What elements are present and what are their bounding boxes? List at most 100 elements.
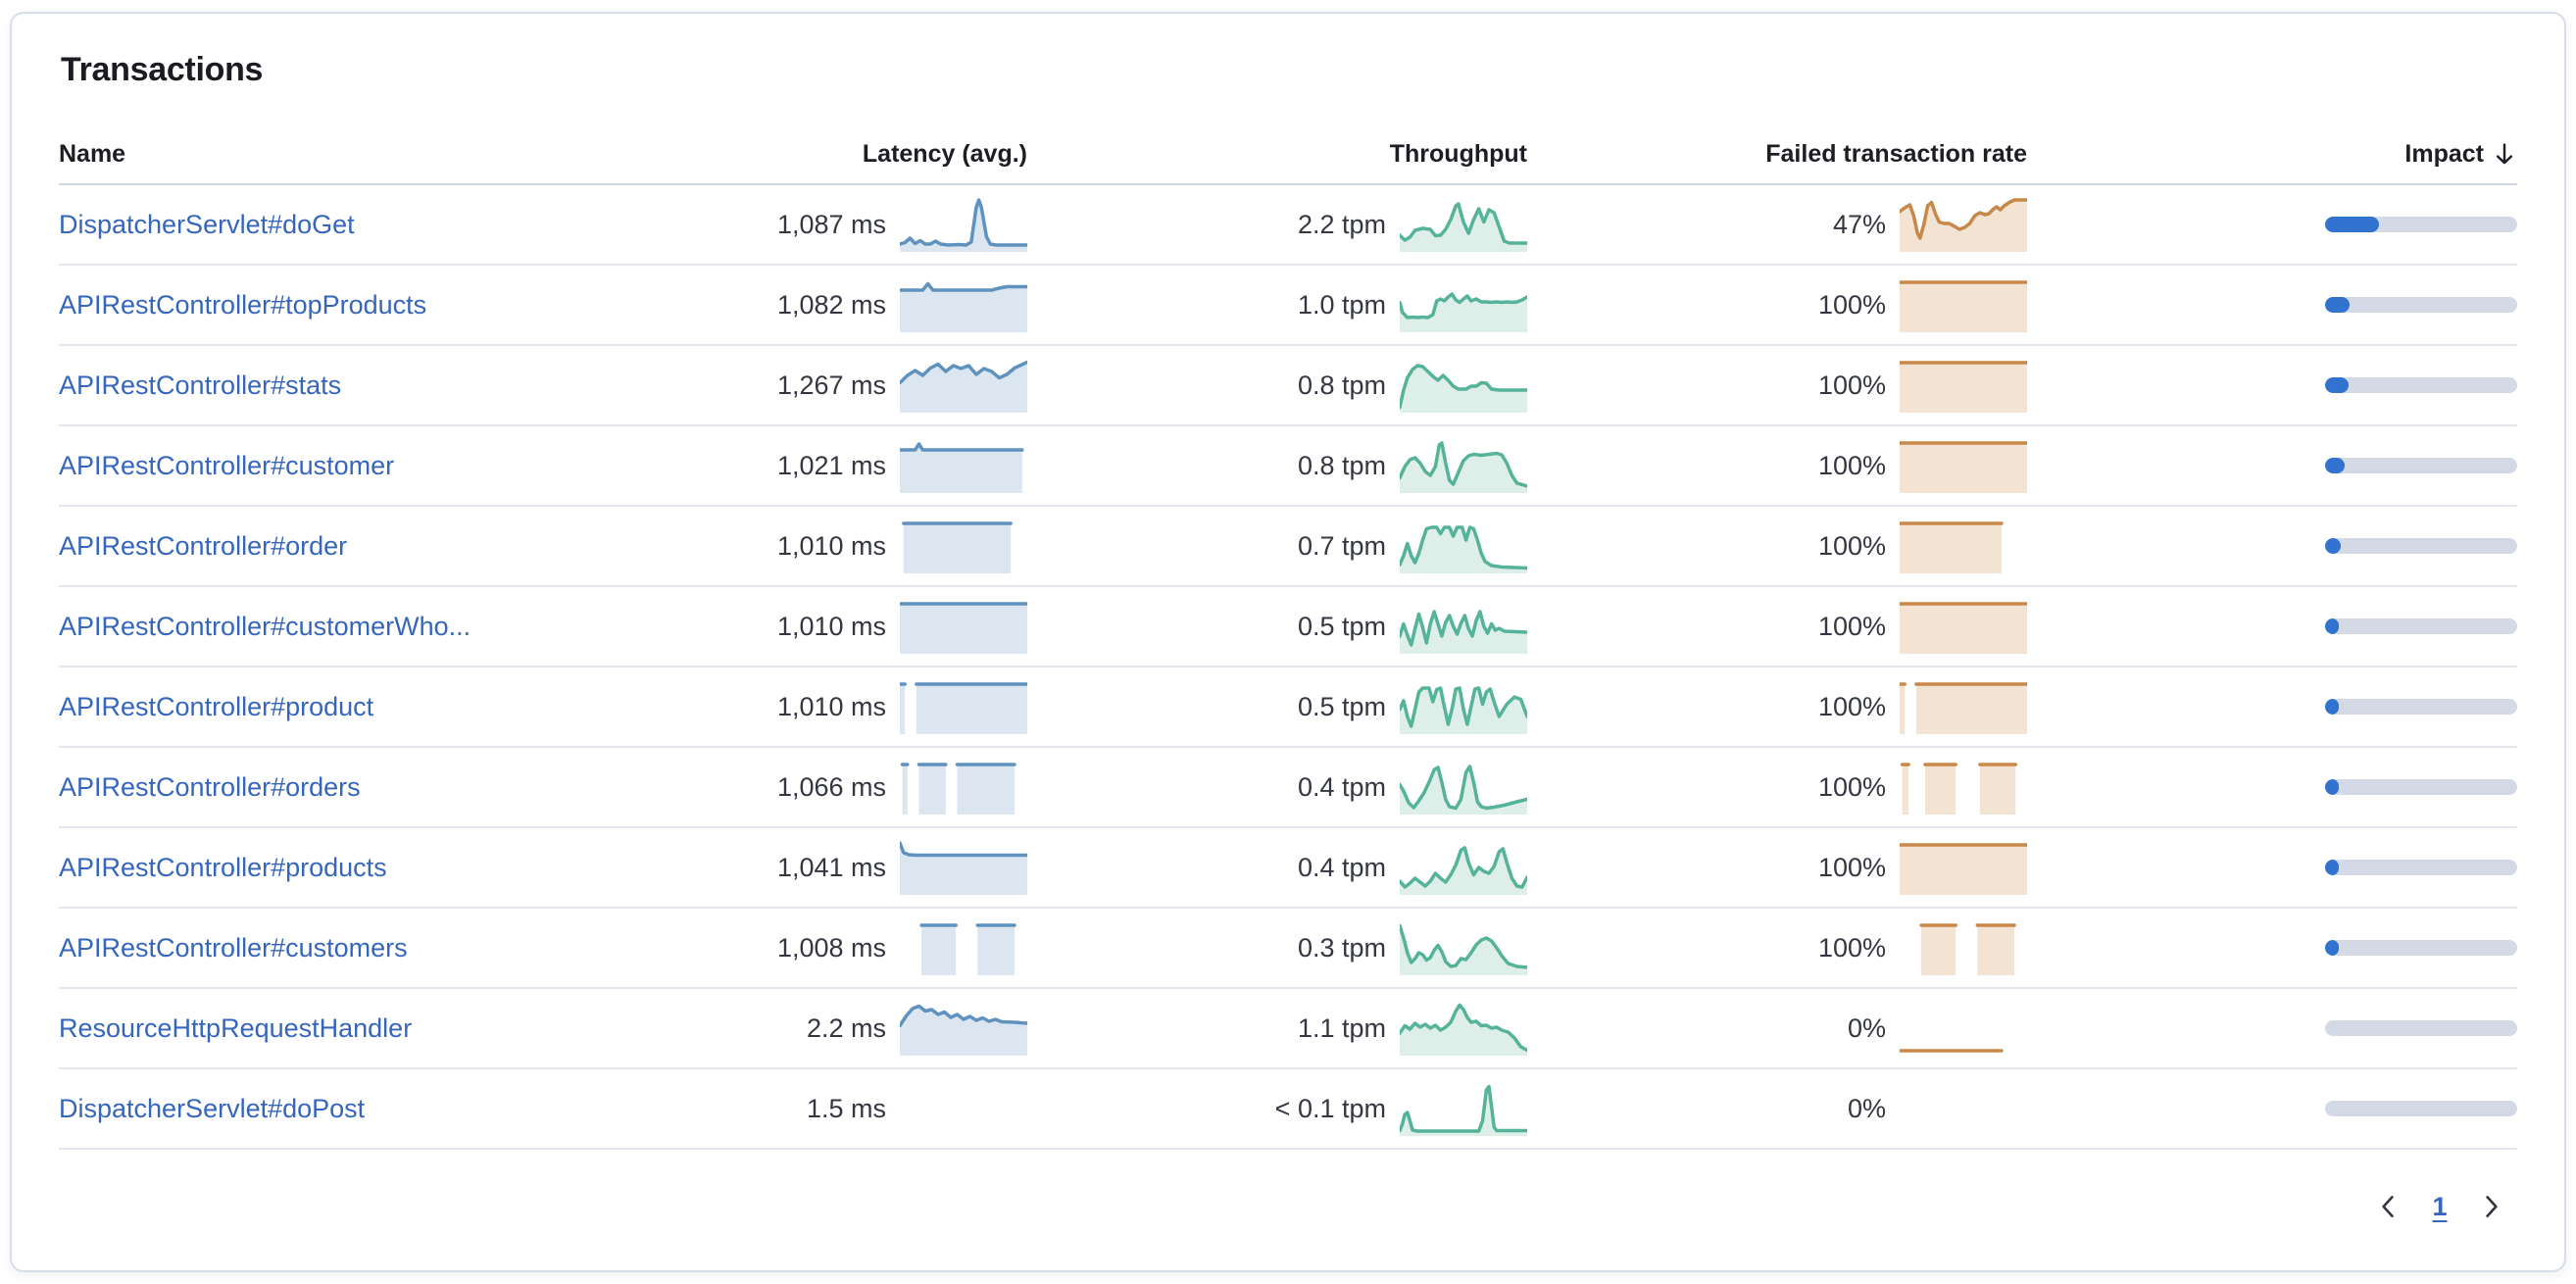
throughput-sparkline [1398, 679, 1527, 734]
latency-value: 1,010 ms [776, 611, 886, 641]
sort-descending-icon [2492, 141, 2517, 167]
throughput-cell: 2.2 tpm [1027, 197, 1527, 252]
column-header-throughput: Throughput [1389, 139, 1527, 168]
throughput-cell: 1.0 tpm [1027, 277, 1527, 332]
latency-sparkline [900, 920, 1027, 975]
throughput-sparkline [1398, 197, 1527, 252]
transaction-name-link[interactable]: APIRestController#products [59, 852, 387, 882]
latency-sparkline [900, 760, 1027, 815]
latency-cell: 1,010 ms [694, 519, 1027, 573]
panel-title: Transactions [61, 51, 264, 88]
latency-cell: 1,008 ms [694, 920, 1027, 975]
transaction-name-link[interactable]: APIRestController#product [59, 691, 374, 721]
failed-rate-sparkline [1898, 438, 2027, 493]
latency-value: 1,021 ms [776, 450, 886, 480]
column-header-latency: Latency (avg.) [862, 139, 1027, 168]
failed-rate-sparkline [1898, 277, 2027, 332]
failed-rate-sparkline [1898, 599, 2027, 654]
page-number-current[interactable]: 1 [2432, 1191, 2448, 1221]
failed-rate-sparkline [1898, 679, 2027, 734]
impact-bar-fill [2325, 377, 2349, 393]
throughput-value: 1.0 tpm [1297, 289, 1386, 320]
failed-rate-value: 100% [1817, 611, 1886, 641]
next-page-button[interactable] [2468, 1183, 2515, 1230]
column-header-impact-label: Impact [2404, 139, 2484, 168]
failed-rate-cell: 100% [1527, 679, 2027, 734]
failed-rate-cell: 100% [1527, 840, 2027, 895]
failed-rate-value: 100% [1817, 691, 1886, 721]
impact-bar-track [2325, 377, 2517, 393]
latency-cell: 1,021 ms [694, 438, 1027, 493]
table-row: APIRestController#customerWho... 1,010 m… [59, 587, 2517, 667]
impact-bar-track [2325, 940, 2517, 956]
table-row: APIRestController#orders 1,066 ms 0.4 tp… [59, 748, 2517, 828]
latency-sparkline [898, 1001, 1027, 1056]
latency-value: 1,082 ms [776, 289, 886, 320]
pagination: 1 [59, 1183, 2517, 1230]
latency-cell: 1.5 ms [694, 1081, 1027, 1136]
column-header-impact[interactable]: Impact [2027, 140, 2517, 169]
throughput-value: 0.8 tpm [1297, 450, 1386, 480]
transaction-name-link[interactable]: APIRestController#topProducts [59, 289, 427, 320]
impact-cell [2027, 1020, 2517, 1036]
transaction-name-link[interactable]: APIRestController#customer [59, 450, 395, 480]
latency-value: 1,087 ms [776, 209, 886, 239]
impact-bar-track [2325, 1020, 2517, 1036]
latency-sparkline [898, 840, 1027, 895]
table-row: APIRestController#topProducts 1,082 ms 1… [59, 266, 2517, 346]
failed-rate-cell: 47% [1527, 197, 2027, 252]
latency-value: 1,010 ms [776, 691, 886, 721]
impact-bar-track [2325, 217, 2517, 232]
impact-bar-fill [2325, 458, 2345, 473]
latency-cell: 1,010 ms [694, 679, 1027, 734]
transaction-name-link[interactable]: DispatcherServlet#doPost [59, 1093, 366, 1123]
failed-rate-sparkline [1898, 197, 2027, 252]
throughput-sparkline [1398, 840, 1527, 895]
latency-cell: 2.2 ms [694, 1001, 1027, 1056]
throughput-value: 0.8 tpm [1297, 370, 1386, 400]
throughput-value: 2.2 tpm [1297, 209, 1386, 239]
table-header-row: Name Latency (avg.) Throughput Failed tr… [59, 124, 2517, 185]
transaction-name-link[interactable]: APIRestController#order [59, 530, 348, 561]
failed-rate-sparkline [1900, 920, 2027, 975]
throughput-sparkline [1398, 277, 1527, 332]
impact-bar-fill [2325, 779, 2339, 795]
failed-rate-sparkline [1898, 1001, 2027, 1056]
transaction-name-link[interactable]: ResourceHttpRequestHandler [59, 1012, 413, 1043]
failed-rate-value: 0% [1847, 1012, 1886, 1043]
latency-value: 1.5 ms [806, 1093, 886, 1123]
failed-rate-value: 47% [1832, 209, 1886, 239]
throughput-sparkline [1398, 519, 1527, 573]
impact-bar-fill [2325, 538, 2341, 554]
throughput-sparkline [1398, 760, 1527, 815]
impact-cell [2027, 538, 2517, 554]
failed-rate-sparkline [1898, 840, 2027, 895]
latency-value: 1,041 ms [776, 852, 886, 882]
transaction-name-link[interactable]: APIRestController#stats [59, 370, 342, 400]
impact-bar-track [2325, 699, 2517, 715]
table-row: APIRestController#customer 1,021 ms 0.8 … [59, 426, 2517, 507]
failed-rate-value: 100% [1817, 370, 1886, 400]
throughput-sparkline [1398, 920, 1527, 975]
transaction-name-link[interactable]: APIRestController#customers [59, 932, 408, 963]
impact-cell [2027, 217, 2517, 232]
impact-bar-fill [2325, 860, 2339, 875]
failed-rate-value: 100% [1817, 450, 1886, 480]
failed-rate-value: 100% [1817, 289, 1886, 320]
throughput-value: 0.3 tpm [1297, 932, 1386, 963]
previous-page-button[interactable] [2364, 1183, 2411, 1230]
throughput-cell: 1.1 tpm [1027, 1001, 1527, 1056]
transactions-panel: Transactions Name Latency (avg.) Through… [10, 12, 2566, 1272]
latency-sparkline [898, 197, 1027, 252]
chevron-right-icon [2478, 1193, 2505, 1220]
transaction-name-link[interactable]: DispatcherServlet#doGet [59, 209, 355, 239]
failed-rate-cell: 100% [1527, 358, 2027, 413]
throughput-value: 1.1 tpm [1297, 1012, 1386, 1043]
failed-rate-value: 100% [1817, 530, 1886, 561]
impact-bar-fill [2325, 217, 2379, 232]
failed-rate-cell: 100% [1527, 519, 2027, 573]
transaction-name-link[interactable]: APIRestController#customerWho... [59, 611, 471, 641]
throughput-cell: 0.4 tpm [1027, 760, 1527, 815]
impact-bar-track [2325, 297, 2517, 313]
transaction-name-link[interactable]: APIRestController#orders [59, 771, 361, 802]
